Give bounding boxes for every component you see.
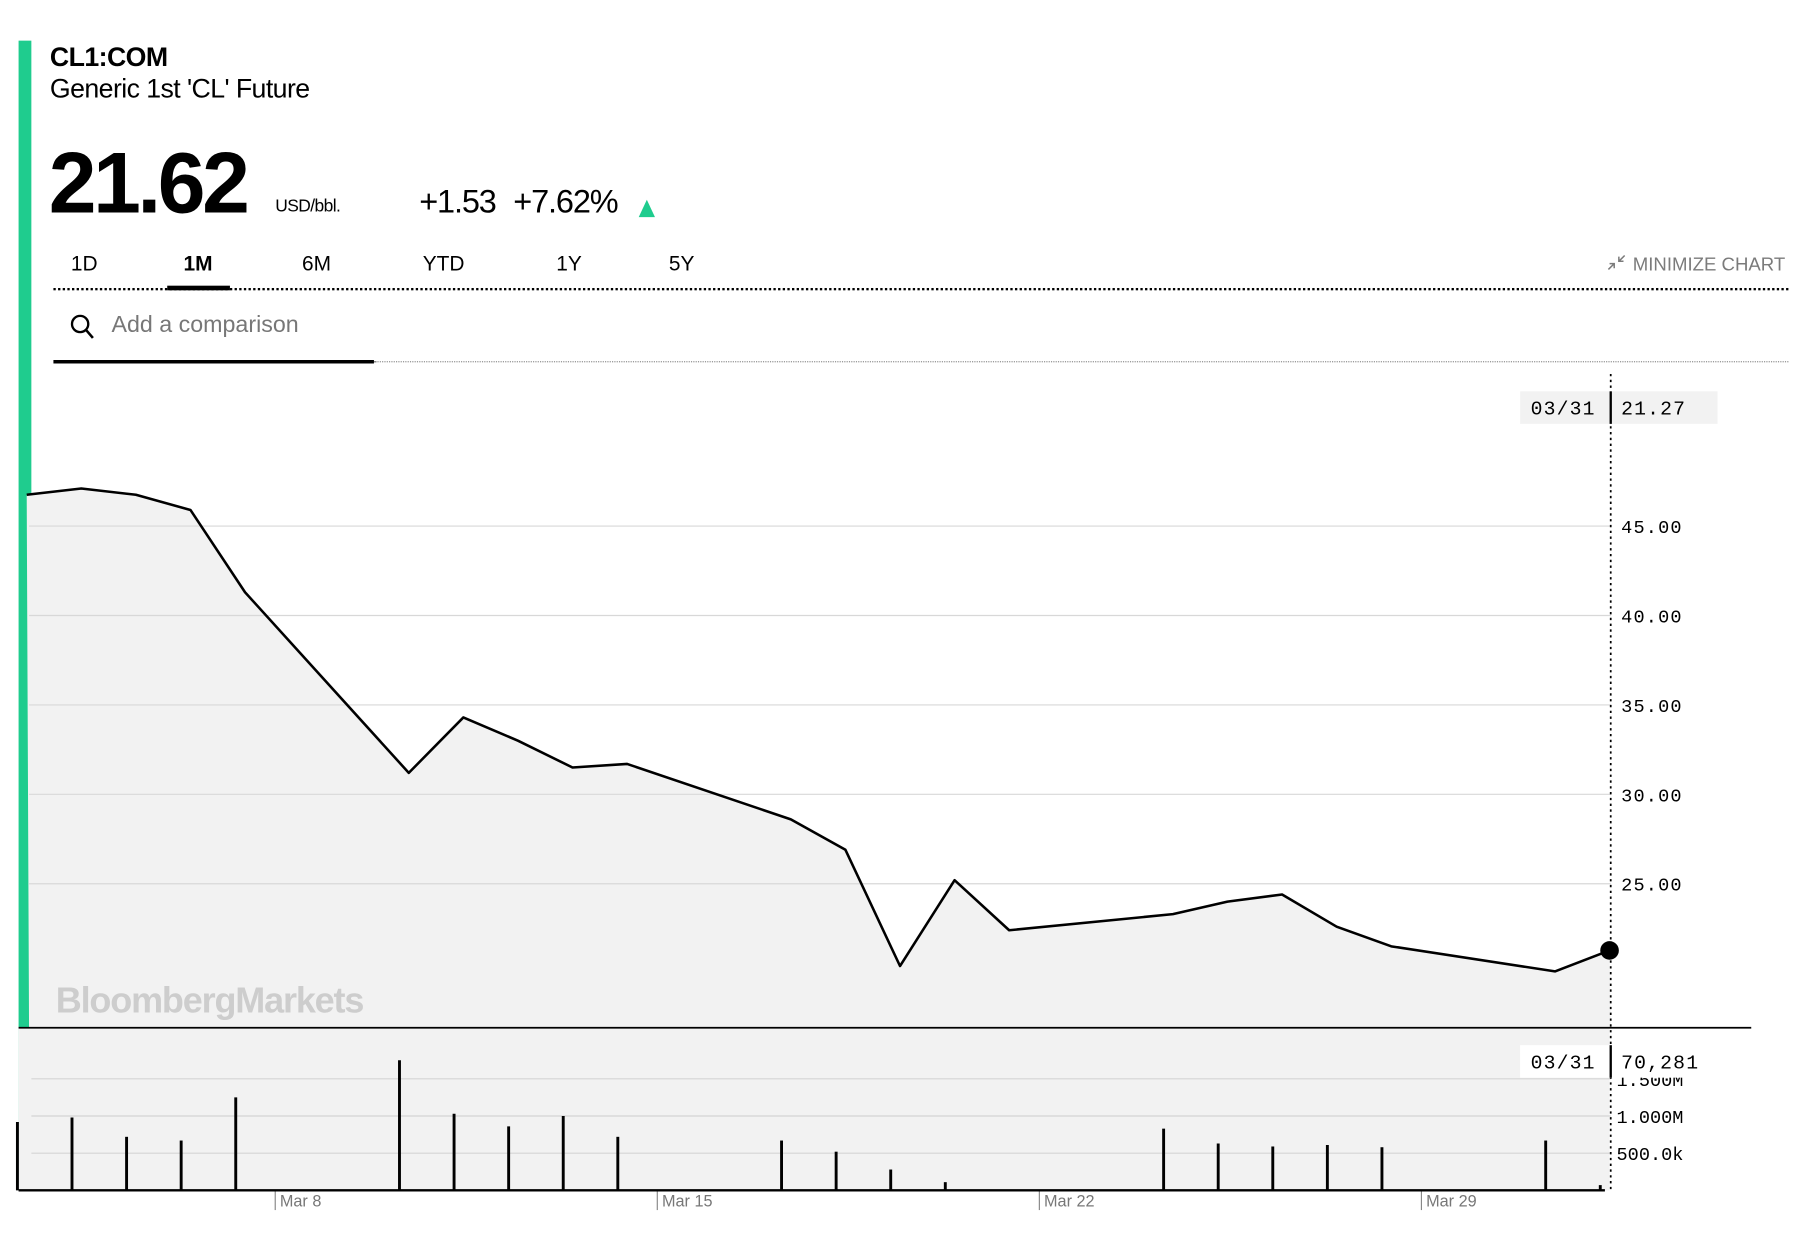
bloomberg-markets-watermark: BloombergMarkets [56, 980, 364, 1021]
price-y-tick-label: 45.00 [1621, 518, 1683, 539]
price-unit: USD/bbl. [275, 196, 341, 217]
price-y-tick-label: 30.00 [1621, 786, 1683, 807]
price-y-tick-label: 35.00 [1621, 697, 1683, 718]
last-price: 21.62 [48, 134, 250, 232]
tabs-divider [53, 288, 1789, 291]
search-divider [373, 361, 1789, 363]
price-crosshair-tooltip-bg [1520, 391, 1718, 424]
comparison-input[interactable] [109, 311, 370, 341]
price-area-fill [26, 488, 1611, 1028]
x-tick-label: Mar 22 [1044, 1193, 1095, 1211]
price-crosshair-tooltip-date: 03/31 [1531, 399, 1596, 421]
price-y-tick-label: 40.00 [1621, 607, 1683, 628]
volume-crosshair-tooltip-date: 03/31 [1531, 1052, 1596, 1074]
tab-1m[interactable]: 1M [183, 252, 213, 276]
volume-crosshair-tooltip-bg [1520, 1045, 1718, 1078]
tab-6m[interactable]: 6M [301, 252, 331, 276]
active-tab-indicator [167, 285, 230, 291]
volume-y-tick-label: 500.0k [1617, 1145, 1684, 1166]
x-tick-label: Mar 29 [1426, 1193, 1477, 1211]
x-tick-label: Mar 15 [662, 1193, 713, 1211]
tab-1d[interactable]: 1D [70, 252, 98, 276]
volume-panel-bg [18, 1027, 1610, 1191]
tab-1y[interactable]: 1Y [556, 252, 582, 276]
comparison-search[interactable] [53, 304, 374, 364]
security-name: Generic 1st 'CL' Future [49, 73, 310, 104]
last-price-marker [1600, 941, 1619, 960]
x-tick-label: Mar 8 [280, 1193, 322, 1211]
price-y-tick-label: 25.00 [1621, 876, 1683, 897]
tab-ytd[interactable]: YTD [422, 252, 465, 276]
price-line [26, 487, 1611, 973]
search-icon [70, 314, 94, 339]
price-change-percent: +7.62% [513, 183, 618, 220]
tab-5y[interactable]: 5Y [668, 252, 695, 276]
price-change: +1.53 [419, 183, 497, 220]
accent-bar [18, 40, 32, 1191]
price-crosshair-tooltip-value: 21.27 [1621, 399, 1686, 421]
minimize-arrows-icon [1607, 254, 1626, 275]
ticker-symbol: CL1:COM [49, 41, 168, 73]
triangle-up-icon [638, 199, 655, 218]
minimize-chart-label: MINIMIZE CHART [1632, 255, 1786, 276]
volume-y-tick-label: 1.000M [1617, 1108, 1684, 1129]
minimize-chart-button[interactable]: MINIMIZE CHART [1607, 254, 1792, 276]
volume-crosshair-tooltip-value: 70,281 [1621, 1052, 1699, 1074]
